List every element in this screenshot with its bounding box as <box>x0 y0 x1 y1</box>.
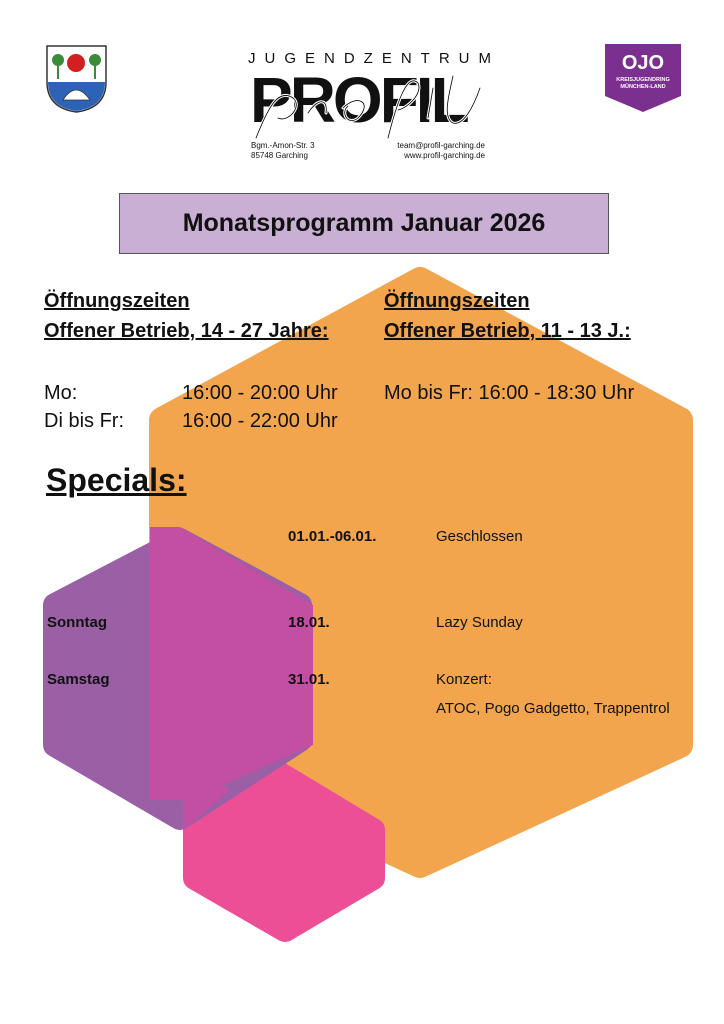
logo-contact: team@profil-garching.de www.profil-garch… <box>397 141 485 161</box>
hours-left-day: Mo: <box>44 382 78 404</box>
specials-heading: Specials: <box>46 462 187 498</box>
event-date: 31.01. <box>288 671 330 688</box>
kjr-line2: MÜNCHEN-LAND <box>620 84 666 90</box>
address-street: Bgm.-Amon-Str. 3 <box>251 141 315 150</box>
address-city: 85748 Garching <box>251 151 308 160</box>
event-date: 18.01. <box>288 614 330 631</box>
hours-left-time: 16:00 - 22:00 Uhr <box>182 410 338 432</box>
kjr-line1: KREISJUGENDRING <box>616 77 670 83</box>
event-text: Lazy Sunday <box>436 614 523 631</box>
logo-address: Bgm.-Amon-Str. 3 85748 Garching <box>251 141 315 161</box>
profil-logo: JUGENDZENTRUM PROFIL Bgm.-Amon-Str. 3 85… <box>248 50 500 165</box>
kjr-logo: OJO KREISJUGENDRING MÜNCHEN-LAND <box>605 44 681 114</box>
hours-right: Öffnungszeiten Offener Betrieb, 11 - 13 … <box>384 286 631 346</box>
hours-right-row: Mo bis Fr: 16:00 - 18:30 Uhr <box>384 382 635 404</box>
page-title: Monatsprogramm Januar 2026 <box>119 193 609 254</box>
magenta-overlap-notch <box>183 760 230 830</box>
logo-profil-script-flourish <box>254 74 482 140</box>
event-text-line2: ATOC, Pogo Gadgetto, Trappentrol <box>436 700 670 717</box>
hours-left: Öffnungszeiten Offener Betrieb, 14 - 27 … <box>44 286 329 346</box>
hours-left-subheading: Offener Betrieb, 14 - 27 Jahre: <box>44 320 329 342</box>
hours-left-time: 16:00 - 20:00 Uhr <box>182 382 338 404</box>
magenta-overlap <box>150 527 313 800</box>
event-day: Samstag <box>47 671 110 688</box>
contact-email: team@profil-garching.de <box>397 141 485 150</box>
hours-left-day: Di bis Fr: <box>44 410 124 432</box>
event-text: Geschlossen <box>436 528 523 545</box>
hours-right-subheading: Offener Betrieb, 11 - 13 J.: <box>384 320 631 342</box>
event-day: Sonntag <box>47 614 107 631</box>
hours-right-heading: Öffnungszeiten <box>384 290 530 312</box>
event-text: Konzert: <box>436 671 492 688</box>
hours-left-heading: Öffnungszeiten <box>44 290 190 312</box>
event-date: 01.01.-06.01. <box>288 528 377 545</box>
kjr-mark: OJO <box>621 52 665 74</box>
logo-jugendzentrum: JUGENDZENTRUM <box>248 50 500 67</box>
contact-web: www.profil-garching.de <box>404 151 485 160</box>
garching-coat-of-arms <box>45 44 108 114</box>
